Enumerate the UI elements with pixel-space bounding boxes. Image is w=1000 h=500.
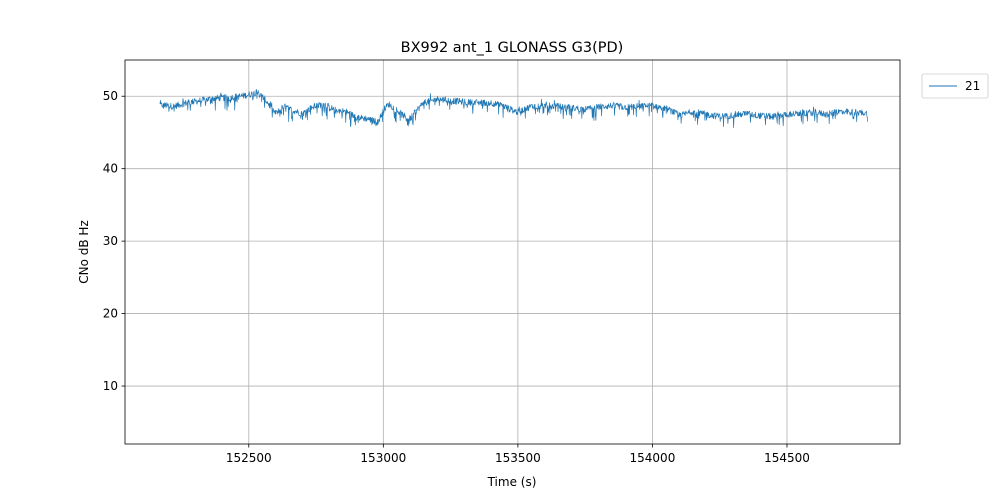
y-axis-ticks: 10 20 30 40 50	[103, 89, 125, 393]
x-tick-label: 154500	[764, 451, 810, 465]
plot-area	[159, 89, 868, 128]
x-tick-label: 152500	[226, 451, 272, 465]
y-tick-label: 20	[103, 307, 118, 321]
x-tick-label: 153000	[360, 451, 406, 465]
chart-title: BX992 ant_1 GLONASS G3(PD)	[401, 40, 624, 56]
y-tick-label: 40	[103, 162, 118, 176]
plot-frame	[124, 59, 901, 445]
grid	[125, 60, 900, 444]
legend-label: 21	[965, 79, 980, 93]
y-axis-title: CNo dB Hz	[77, 220, 91, 284]
x-axis-title: Time (s)	[487, 475, 537, 489]
y-tick-label: 50	[103, 89, 118, 103]
x-tick-label: 153500	[495, 451, 541, 465]
y-tick-label: 30	[103, 234, 118, 248]
y-tick-label: 10	[103, 379, 118, 393]
x-axis-ticks: 152500 153000 153500 154000 154500	[226, 444, 810, 465]
x-tick-label: 154000	[630, 451, 676, 465]
series-line	[159, 89, 868, 128]
legend: 21	[921, 73, 989, 99]
